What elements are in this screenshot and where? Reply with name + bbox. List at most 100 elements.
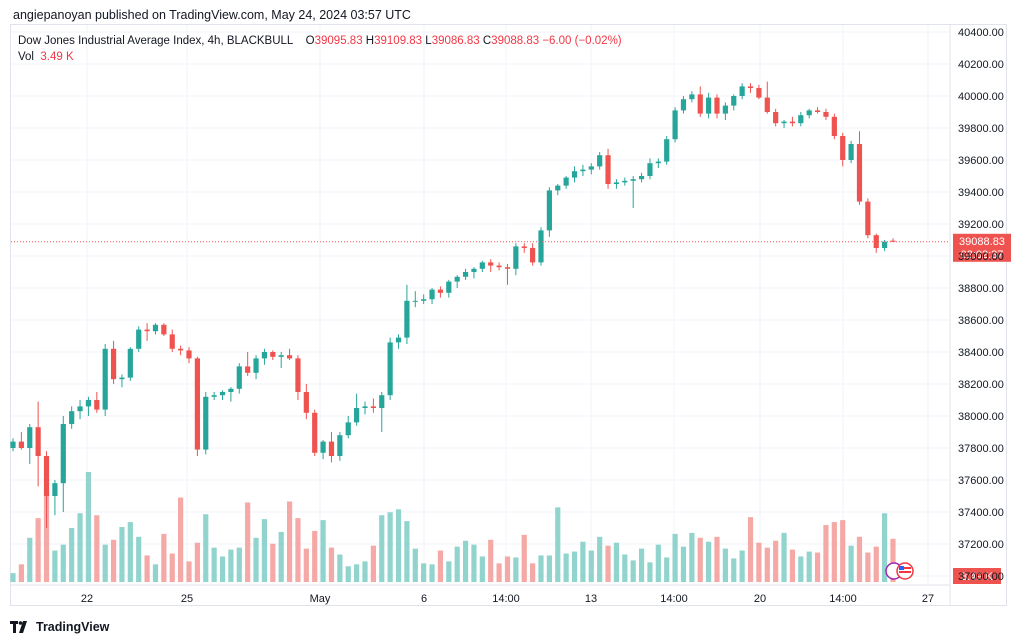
- candle-body: [865, 201, 871, 236]
- volume-bar: [588, 550, 594, 582]
- candle-body: [60, 424, 66, 484]
- y-tick-label: 40200.00: [958, 59, 1004, 71]
- y-tick-label: 38600.00: [958, 315, 1004, 327]
- volume-bar: [144, 555, 150, 582]
- volume-bar: [781, 532, 787, 582]
- grid-layer: [11, 25, 950, 585]
- y-tick-label: 38000.00: [958, 411, 1004, 423]
- candle-body: [613, 182, 620, 184]
- candle-body: [261, 352, 268, 359]
- candle-body: [513, 246, 519, 269]
- candle-body: [530, 248, 536, 263]
- candle-body: [312, 412, 318, 453]
- open-value: 39095.83: [314, 35, 363, 47]
- volume-bar: [706, 541, 712, 582]
- brand-name[interactable]: TradingView: [36, 620, 110, 634]
- candle-body: [245, 366, 251, 373]
- volume-bar: [18, 564, 24, 582]
- candle-body: [303, 392, 309, 413]
- candle-body: [873, 235, 879, 248]
- candle-body: [496, 265, 502, 268]
- volume-bar: [245, 502, 251, 582]
- flag-canton: [899, 566, 904, 570]
- candle-body: [597, 155, 603, 167]
- candle-body: [446, 281, 452, 293]
- volume-bar: [454, 546, 460, 582]
- candle-body: [412, 300, 418, 302]
- volume-bar: [697, 537, 703, 582]
- y-tick-label: 40000.00: [958, 91, 1004, 103]
- volume-bar: [320, 520, 326, 582]
- volume-bar: [814, 552, 821, 582]
- volume-bar: [337, 554, 343, 582]
- candle-body: [831, 116, 837, 136]
- candle-body: [789, 121, 796, 124]
- volume-bar: [798, 556, 804, 582]
- candle-body: [848, 144, 854, 160]
- open-label: O: [305, 35, 315, 47]
- candle-body: [320, 441, 326, 453]
- volume-bar: [312, 530, 318, 582]
- volume-bar: [286, 501, 293, 582]
- candle-body: [278, 355, 284, 357]
- volume-bar: [303, 548, 309, 582]
- countdown-value: 02:02:37: [961, 249, 1004, 261]
- x-tick-label: 6: [421, 593, 427, 605]
- candle-body: [35, 427, 41, 456]
- symbol-title[interactable]: Dow Jones Industrial Average Index, 4h, …: [18, 35, 293, 47]
- volume-bar: [404, 521, 410, 582]
- volume-bar: [622, 554, 628, 582]
- candle-body: [119, 377, 125, 380]
- flag-stripe: [899, 571, 911, 573]
- candle-body: [580, 169, 586, 172]
- volume-bar: [882, 513, 888, 582]
- volume-bar: [655, 544, 661, 582]
- volume-bar: [429, 564, 435, 582]
- volume-bar: [747, 517, 754, 582]
- candle-body: [882, 241, 888, 248]
- volume-bar: [362, 561, 368, 582]
- volume-bar: [161, 533, 167, 582]
- candle-body: [94, 400, 100, 410]
- candle-body: [69, 411, 75, 424]
- volume-bar: [119, 527, 125, 582]
- x-tick-label: 25: [181, 593, 193, 605]
- volume-bar: [60, 544, 66, 582]
- volume-bar: [530, 563, 536, 582]
- volume-bar: [605, 545, 611, 582]
- candle-body: [161, 324, 167, 335]
- axis-layer: 40400.00 40200.00 40000.00 39800.00 39600.00…: [11, 25, 1004, 605]
- footer-brand: TradingView: [10, 620, 109, 634]
- candle-body: [345, 422, 351, 436]
- change-value: −6.00 (−0.02%): [542, 35, 622, 47]
- volume-bar: [731, 558, 737, 582]
- volume-tag: [953, 568, 1001, 584]
- candle-body: [823, 112, 829, 117]
- candle-body: [362, 406, 368, 408]
- candle-body: [462, 272, 469, 277]
- candle-body: [773, 112, 779, 124]
- volume-bar: [504, 556, 511, 582]
- candle-body: [219, 392, 226, 396]
- candle-body: [286, 355, 293, 359]
- candle-layer: [10, 81, 896, 528]
- y-tick-label: 40400.00: [958, 27, 1004, 39]
- x-tick-label: 13: [585, 593, 597, 605]
- tradingview-logo-icon: [10, 621, 27, 633]
- close-value: 39088.83: [491, 35, 540, 47]
- volume-layer: [10, 472, 896, 582]
- candle-body: [127, 348, 133, 378]
- volume-bar: [437, 550, 444, 582]
- candle-body: [43, 456, 50, 496]
- candle-body: [622, 180, 628, 183]
- volume-bar: [228, 549, 234, 582]
- candle-body: [152, 324, 159, 332]
- chart-border: [10, 24, 1007, 606]
- volume-bar: [395, 509, 402, 582]
- y-tick-label: 39000.00: [958, 251, 1004, 263]
- y-tick-label: 39400.00: [958, 187, 1004, 199]
- volume-bar: [387, 512, 393, 582]
- volume-bar: [664, 557, 670, 582]
